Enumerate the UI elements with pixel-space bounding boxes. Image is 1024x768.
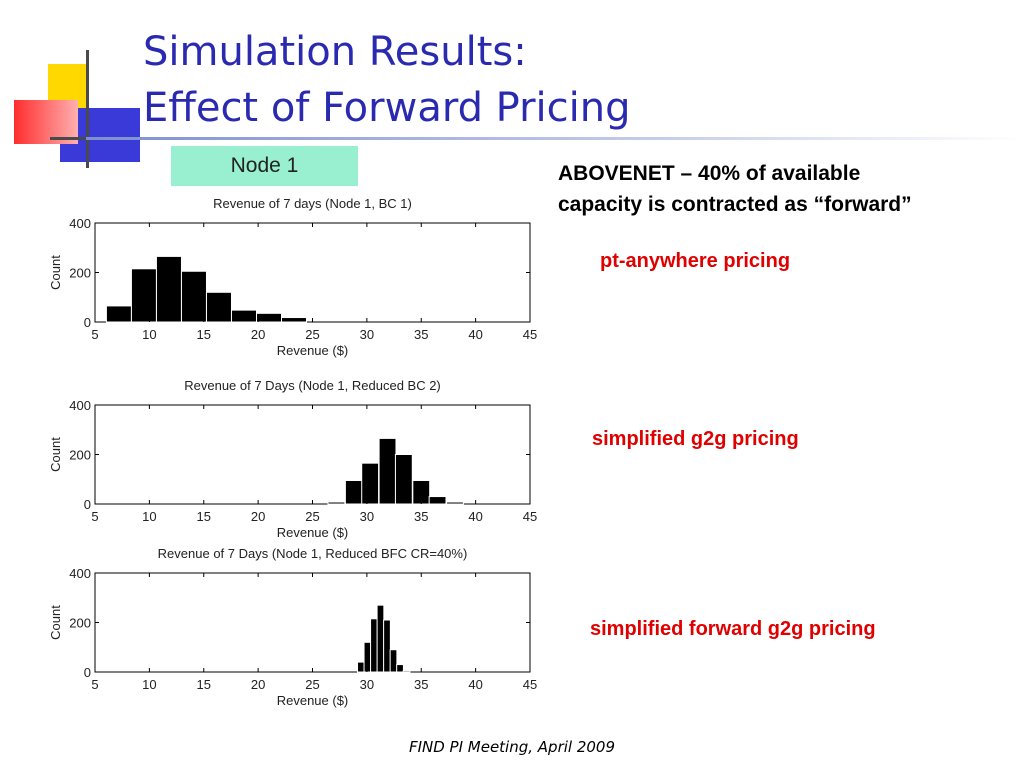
x-tick-label: 15 xyxy=(197,509,211,524)
histogram-bar xyxy=(361,462,380,505)
histogram-bar xyxy=(327,501,346,505)
x-tick-label: 30 xyxy=(360,327,374,342)
y-tick-label: 200 xyxy=(69,266,91,281)
x-tick-label: 10 xyxy=(142,327,156,342)
histogram-bar xyxy=(230,309,257,323)
x-tick-label: 35 xyxy=(414,327,428,342)
histogram-bar xyxy=(281,317,308,323)
histogram-bar xyxy=(394,454,413,505)
x-tick-label: 35 xyxy=(414,677,428,692)
histogram-bar xyxy=(205,291,232,323)
x-tick-label: 45 xyxy=(523,327,537,342)
x-tick-label: 15 xyxy=(197,677,211,692)
description-line-2: capacity is contracted as “forward” xyxy=(558,193,912,216)
deco-horizontal-line xyxy=(50,137,90,140)
x-tick-label: 5 xyxy=(91,509,98,524)
y-tick-label: 0 xyxy=(84,315,91,330)
histogram-bar xyxy=(255,312,283,323)
x-tick-label: 35 xyxy=(414,509,428,524)
y-tick-label: 0 xyxy=(84,665,91,680)
annotation-simplified-g2g: simplified g2g pricing xyxy=(592,428,799,450)
annotation-pt-anywhere: pt-anywhere pricing xyxy=(600,250,791,272)
x-tick-label: 40 xyxy=(468,327,482,342)
y-axis-label: Count xyxy=(48,605,63,640)
histogram-bar xyxy=(378,437,397,505)
title-underline xyxy=(86,137,1024,140)
histogram-bar xyxy=(383,619,391,673)
x-tick-label: 30 xyxy=(360,509,374,524)
chart-title: Revenue of 7 days (Node 1, BC 1) xyxy=(213,196,412,211)
histogram-bar xyxy=(344,479,363,505)
y-axis-label: Count xyxy=(48,255,63,290)
plot-frame xyxy=(94,572,531,673)
histogram-bar xyxy=(389,649,398,673)
histogram-reduced-bfc: Revenue of 7 Days (Node 1, Reduced BFC C… xyxy=(48,546,537,708)
y-tick-label: 200 xyxy=(69,616,91,631)
y-axis-label: Count xyxy=(48,437,63,472)
x-axis-label: Revenue ($) xyxy=(277,343,349,358)
x-tick-label: 25 xyxy=(305,327,319,342)
x-tick-label: 25 xyxy=(305,509,319,524)
histogram-bar xyxy=(155,255,182,323)
description-line-1: ABOVENET – 40% of available xyxy=(558,162,861,185)
page-title-line-2: Effect of Forward Pricing xyxy=(143,85,631,131)
x-tick-label: 25 xyxy=(305,677,319,692)
x-axis-label: Revenue ($) xyxy=(277,525,349,540)
histogram-bar xyxy=(402,670,411,673)
x-tick-label: 5 xyxy=(91,327,98,342)
plot-frame xyxy=(94,404,531,505)
footer-text: FIND PI Meeting, April 2009 xyxy=(408,738,616,756)
x-tick-label: 40 xyxy=(468,509,482,524)
chart-title: Revenue of 7 Days (Node 1, Reduced BC 2) xyxy=(184,378,441,393)
node-label-box: Node 1 xyxy=(171,146,358,186)
histogram-bar xyxy=(180,270,207,323)
x-tick-label: 20 xyxy=(251,327,265,342)
histogram-bar xyxy=(370,618,378,673)
y-tick-label: 400 xyxy=(69,566,91,581)
histogram-bc1: Revenue of 7 days (Node 1, BC 1) 5 10 15 20 2… xyxy=(48,196,537,358)
histogram-bar xyxy=(357,661,365,673)
histogram-bar xyxy=(105,305,132,323)
x-tick-label: 5 xyxy=(91,677,98,692)
chart-title: Revenue of 7 Days (Node 1, Reduced BFC C… xyxy=(158,546,468,561)
histogram-bar xyxy=(396,664,404,673)
x-tick-label: 15 xyxy=(197,327,211,342)
x-tick-label: 10 xyxy=(142,509,156,524)
x-tick-label: 45 xyxy=(523,677,537,692)
histogram-reduced-bc2: Revenue of 7 Days (Node 1, Reduced BC 2)… xyxy=(48,378,537,540)
x-tick-label: 10 xyxy=(142,677,156,692)
deco-red-square xyxy=(14,100,78,144)
y-tick-label: 200 xyxy=(69,448,91,463)
x-tick-label: 40 xyxy=(468,677,482,692)
annotation-simplified-forward-g2g: simplified forward g2g pricing xyxy=(590,618,876,640)
x-tick-label: 20 xyxy=(251,677,265,692)
histogram-bar xyxy=(376,604,385,673)
histogram-bar xyxy=(446,501,464,505)
x-axis-label: Revenue ($) xyxy=(277,693,349,708)
x-tick-label: 30 xyxy=(360,677,374,692)
histogram-bar xyxy=(130,268,157,323)
x-tick-label: 45 xyxy=(523,509,537,524)
deco-vertical-line xyxy=(86,50,89,168)
x-tick-label: 20 xyxy=(251,509,265,524)
page-title-line-1: Simulation Results: xyxy=(143,29,527,75)
histogram-bar xyxy=(363,641,372,673)
y-tick-label: 0 xyxy=(84,497,91,512)
y-tick-label: 400 xyxy=(69,398,91,413)
histogram-bar xyxy=(428,496,447,505)
y-tick-label: 400 xyxy=(69,216,91,231)
